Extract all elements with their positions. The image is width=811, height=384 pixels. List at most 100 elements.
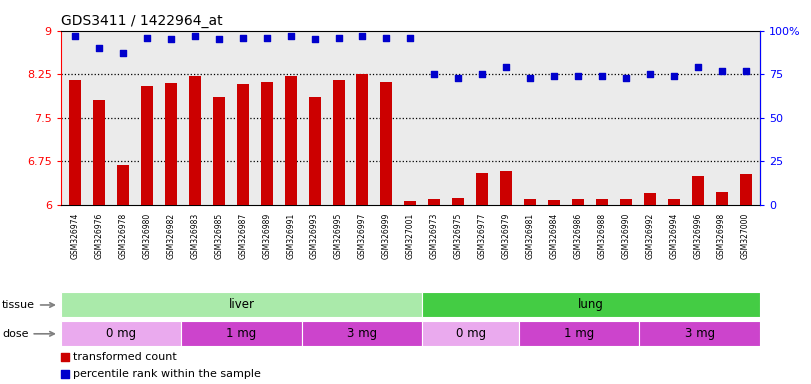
Bar	[357, 74, 368, 205]
Text: lung: lung	[578, 298, 604, 311]
Bar	[117, 165, 129, 205]
Point	[58, 354, 71, 360]
Point	[500, 64, 513, 70]
Bar	[423, 321, 519, 346]
Text: GSM326982: GSM326982	[166, 213, 175, 259]
Point	[69, 33, 82, 39]
Bar	[302, 321, 423, 346]
Text: GSM326976: GSM326976	[95, 213, 104, 259]
Text: GSM326991: GSM326991	[286, 213, 295, 259]
Text: GSM326996: GSM326996	[693, 213, 702, 259]
Text: GSM326979: GSM326979	[502, 213, 511, 259]
Point	[58, 371, 71, 377]
Text: transformed count: transformed count	[73, 352, 177, 362]
Text: GSM326990: GSM326990	[621, 213, 630, 259]
Point	[667, 73, 680, 79]
Bar	[453, 198, 464, 205]
Bar	[260, 82, 272, 205]
Point	[236, 35, 249, 41]
Text: GSM326993: GSM326993	[310, 213, 319, 259]
Bar	[165, 83, 177, 205]
Bar	[596, 200, 608, 205]
Point	[140, 35, 153, 41]
Text: 0 mg: 0 mg	[106, 327, 136, 340]
Text: GSM326977: GSM326977	[478, 213, 487, 259]
Point	[92, 45, 105, 51]
Text: GSM326999: GSM326999	[382, 213, 391, 259]
Point	[572, 73, 585, 79]
Text: GSM326998: GSM326998	[717, 213, 726, 259]
Point	[332, 35, 345, 41]
Bar	[93, 100, 105, 205]
Point	[691, 64, 704, 70]
Text: GSM326988: GSM326988	[598, 213, 607, 259]
Bar	[740, 174, 752, 205]
Text: GSM326975: GSM326975	[453, 213, 463, 259]
Bar	[548, 200, 560, 205]
Text: GSM326974: GSM326974	[71, 213, 79, 259]
Point	[117, 50, 130, 56]
Point	[739, 68, 752, 74]
Bar	[285, 76, 297, 205]
Point	[284, 33, 297, 39]
Point	[620, 74, 633, 81]
Bar	[524, 199, 536, 205]
Point	[452, 74, 465, 81]
Text: dose: dose	[2, 329, 54, 339]
Point	[188, 33, 201, 39]
Point	[547, 73, 560, 79]
Text: GSM327001: GSM327001	[406, 213, 415, 259]
Point	[476, 71, 489, 77]
Text: percentile rank within the sample: percentile rank within the sample	[73, 369, 261, 379]
Bar	[333, 80, 345, 205]
Bar	[620, 200, 632, 205]
Text: 3 mg: 3 mg	[347, 327, 377, 340]
Point	[212, 36, 225, 43]
Text: GDS3411 / 1422964_at: GDS3411 / 1422964_at	[61, 14, 222, 28]
Text: GSM326987: GSM326987	[238, 213, 247, 259]
Bar	[692, 176, 704, 205]
Bar	[61, 293, 423, 318]
Bar	[476, 173, 488, 205]
Bar	[380, 82, 393, 205]
Text: GSM326984: GSM326984	[550, 213, 559, 259]
Text: GSM326978: GSM326978	[118, 213, 127, 259]
Bar	[428, 200, 440, 205]
Text: GSM327000: GSM327000	[741, 213, 750, 259]
Bar	[237, 84, 249, 205]
Point	[404, 35, 417, 41]
Point	[380, 35, 393, 41]
Point	[643, 71, 656, 77]
Text: GSM326980: GSM326980	[143, 213, 152, 259]
Bar	[405, 201, 416, 205]
Point	[595, 73, 608, 79]
Text: 0 mg: 0 mg	[456, 327, 486, 340]
Bar	[667, 199, 680, 205]
Bar	[500, 171, 512, 205]
Text: GSM326981: GSM326981	[526, 213, 534, 259]
Bar	[69, 80, 81, 205]
Text: GSM326973: GSM326973	[430, 213, 439, 259]
Bar	[572, 199, 584, 205]
Text: liver: liver	[229, 298, 255, 311]
Bar	[141, 86, 153, 205]
Text: GSM326983: GSM326983	[191, 213, 200, 259]
Point	[260, 35, 273, 41]
Bar	[644, 193, 656, 205]
Bar	[189, 76, 201, 205]
Point	[715, 68, 728, 74]
Point	[308, 36, 321, 43]
Point	[356, 33, 369, 39]
Point	[165, 36, 178, 43]
Bar	[61, 321, 182, 346]
Text: GSM326997: GSM326997	[358, 213, 367, 259]
Text: GSM326995: GSM326995	[334, 213, 343, 259]
Point	[524, 74, 537, 81]
Text: GSM326986: GSM326986	[573, 213, 582, 259]
Text: GSM326992: GSM326992	[646, 213, 654, 259]
Text: GSM326985: GSM326985	[214, 213, 223, 259]
Bar	[423, 293, 760, 318]
Bar	[309, 98, 320, 205]
Text: 1 mg: 1 mg	[564, 327, 594, 340]
Bar	[212, 98, 225, 205]
